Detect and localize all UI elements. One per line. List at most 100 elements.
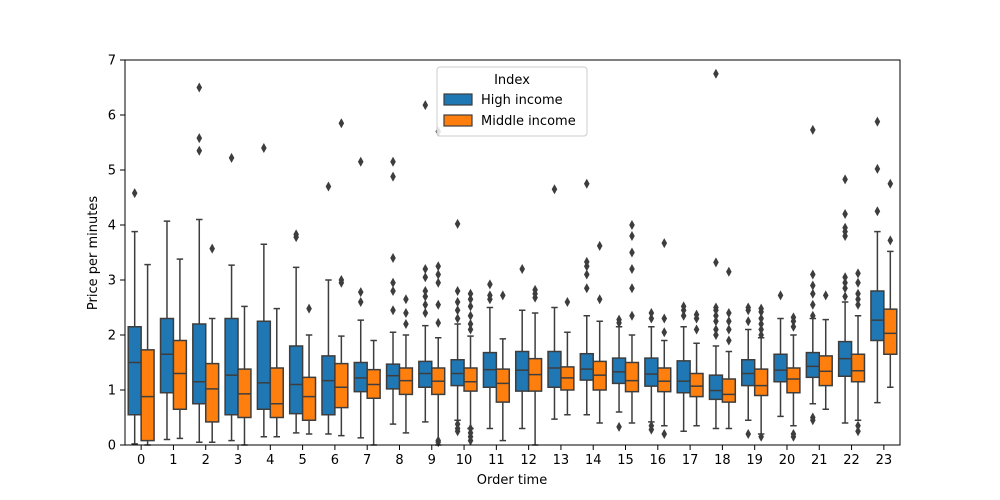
outlier-point (338, 275, 345, 285)
outlier-point (745, 302, 752, 313)
box (224, 317, 239, 416)
outlier-point (487, 279, 493, 290)
outlier-point (390, 277, 396, 288)
box-group (256, 143, 272, 438)
outlier-point (648, 313, 655, 324)
outlier-point (874, 163, 881, 174)
legend-entry-label: Middle income (481, 114, 576, 129)
outlier-point (855, 294, 861, 305)
box-group (837, 174, 853, 424)
outlier-point (790, 429, 797, 439)
x-tick-label: 21 (811, 453, 828, 468)
x-tick-label: 8 (395, 453, 403, 468)
outlier-point (726, 308, 732, 318)
y-tick-label: 7 (108, 54, 116, 69)
outlier-point (713, 330, 719, 340)
box-group (753, 303, 769, 442)
outlier-point (842, 277, 848, 288)
legend-swatch (443, 93, 473, 106)
x-tick-label: 19 (746, 453, 763, 468)
box-group (140, 263, 155, 446)
x-tick-label: 4 (266, 453, 274, 468)
outlier-point (467, 288, 474, 299)
box-group (741, 302, 756, 439)
outlier-point (467, 319, 474, 329)
box-group (579, 178, 594, 416)
outlier-point (390, 253, 396, 263)
x-tick-label: 10 (456, 453, 473, 468)
outlier-point (228, 152, 235, 163)
legend-box (436, 66, 588, 137)
x-tick-label: 3 (234, 453, 242, 468)
outlier-point (810, 124, 816, 135)
box-group (624, 220, 640, 424)
outlier-point (726, 335, 732, 346)
outlier-point (810, 280, 816, 291)
box-group (560, 297, 575, 416)
outlier-point (454, 286, 461, 296)
outlier-point (758, 431, 764, 442)
y-axis-label: Price per minutes (86, 196, 101, 310)
box (495, 368, 511, 403)
box-group (547, 184, 562, 420)
x-tick-label: 12 (520, 453, 537, 468)
y-tick-label: 4 (108, 219, 116, 234)
x-tick-label: 1 (169, 453, 177, 468)
outlier-point (422, 291, 429, 302)
outlier-point (758, 330, 764, 340)
outlier-point (790, 312, 797, 323)
x-tick-label: 6 (331, 453, 339, 468)
outlier-point (842, 174, 848, 185)
outlier-point (390, 156, 396, 167)
outlier-point (422, 100, 429, 111)
outlier-point (874, 116, 881, 127)
x-tick-label: 0 (137, 453, 145, 468)
outlier-point (435, 269, 442, 280)
box (708, 374, 724, 401)
outlier-point (467, 294, 474, 305)
box (450, 359, 465, 387)
outlier-point (713, 302, 719, 313)
outlier-point (196, 133, 203, 144)
outlier-point (261, 143, 267, 153)
outlier-point (596, 240, 603, 251)
outlier-point (532, 284, 538, 295)
box (786, 367, 801, 394)
x-tick-label: 11 (488, 453, 505, 468)
box-group (334, 118, 349, 437)
box (256, 320, 272, 410)
legend: Index High income Middle income (436, 66, 588, 137)
outlier-point (467, 423, 474, 434)
outlier-point (325, 181, 332, 192)
outlier-point (777, 290, 784, 301)
outlier-point (403, 294, 409, 305)
outlier-point (583, 256, 590, 267)
outlier-point (500, 290, 506, 301)
outlier-point (454, 419, 461, 430)
box-group (527, 284, 543, 446)
x-tick-label: 23 (876, 453, 893, 468)
box-group (689, 309, 704, 427)
legend-entry-label: High income (481, 93, 563, 108)
outlier-point (629, 247, 635, 258)
box-group (301, 303, 317, 435)
box-group (353, 156, 368, 439)
box-group (644, 308, 659, 435)
outlier-point (422, 299, 429, 310)
box-group (850, 268, 866, 437)
box (657, 367, 672, 393)
outlier-point (131, 188, 138, 199)
outlier-point (422, 308, 429, 318)
outlier-point (616, 421, 622, 432)
outlier-point (810, 269, 816, 280)
box (385, 363, 401, 390)
outlier-point (338, 118, 345, 129)
outlier-point (357, 297, 364, 307)
y-tick-label: 3 (108, 274, 116, 289)
box (870, 290, 885, 342)
legend-title: Index (494, 73, 530, 88)
box-group (172, 258, 188, 440)
outlier-point (596, 294, 603, 305)
outlier-point (422, 286, 429, 296)
